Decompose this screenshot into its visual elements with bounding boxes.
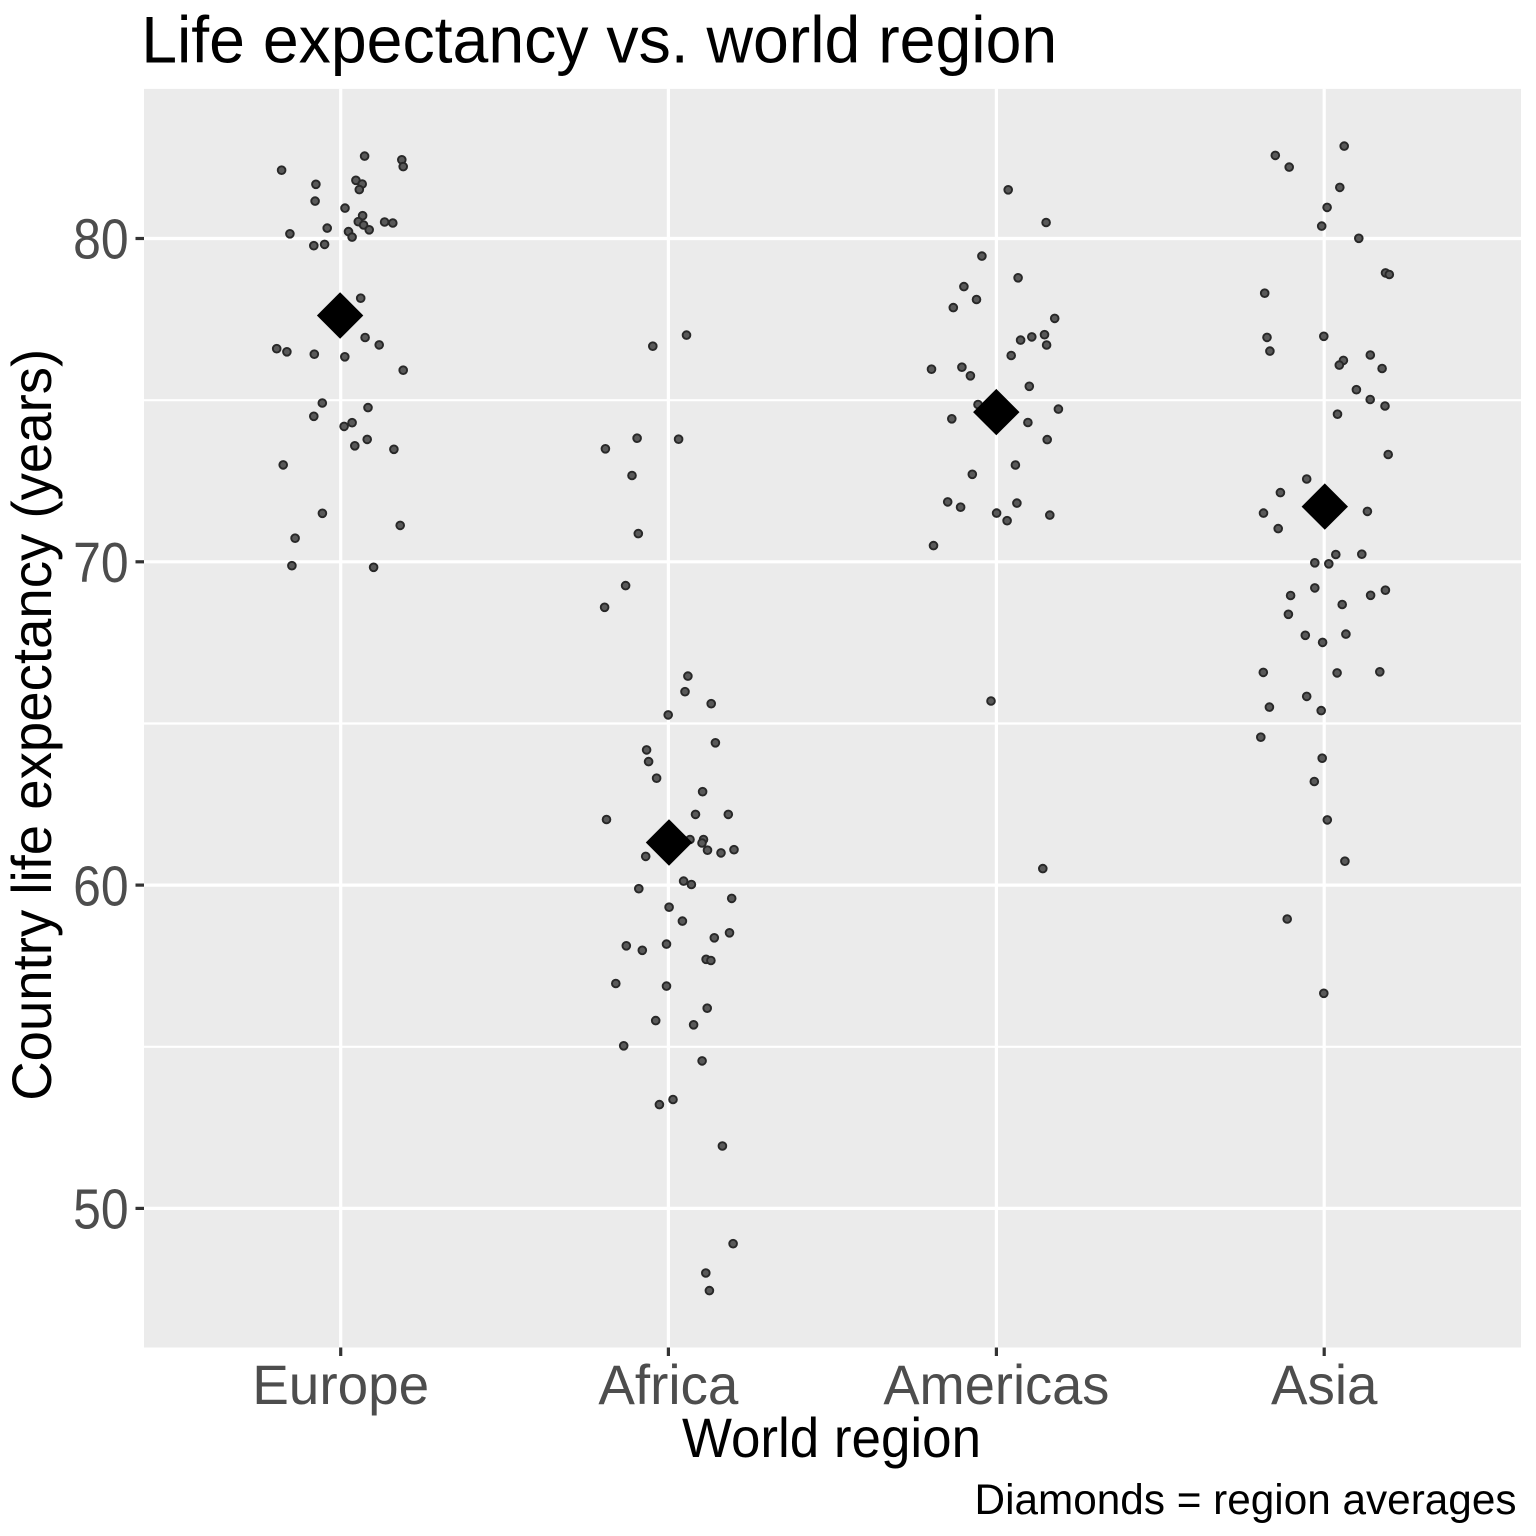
- svg-text:World region: World region: [682, 1406, 981, 1469]
- svg-text:Americas: Americas: [883, 1353, 1109, 1416]
- svg-text:Country life expectancy (years: Country life expectancy (years): [1, 349, 63, 1101]
- svg-text:Africa: Africa: [598, 1353, 739, 1416]
- svg-text:50: 50: [73, 1178, 129, 1242]
- svg-text:Life expectancy vs. world regi: Life expectancy vs. world region: [141, 3, 1057, 77]
- svg-text:80: 80: [73, 208, 129, 272]
- svg-text:Diamonds = region averages: Diamonds = region averages: [975, 1476, 1517, 1523]
- svg-text:Asia: Asia: [1271, 1353, 1378, 1416]
- svg-text:Europe: Europe: [252, 1353, 429, 1416]
- svg-text:70: 70: [73, 531, 129, 595]
- svg-text:60: 60: [73, 854, 129, 918]
